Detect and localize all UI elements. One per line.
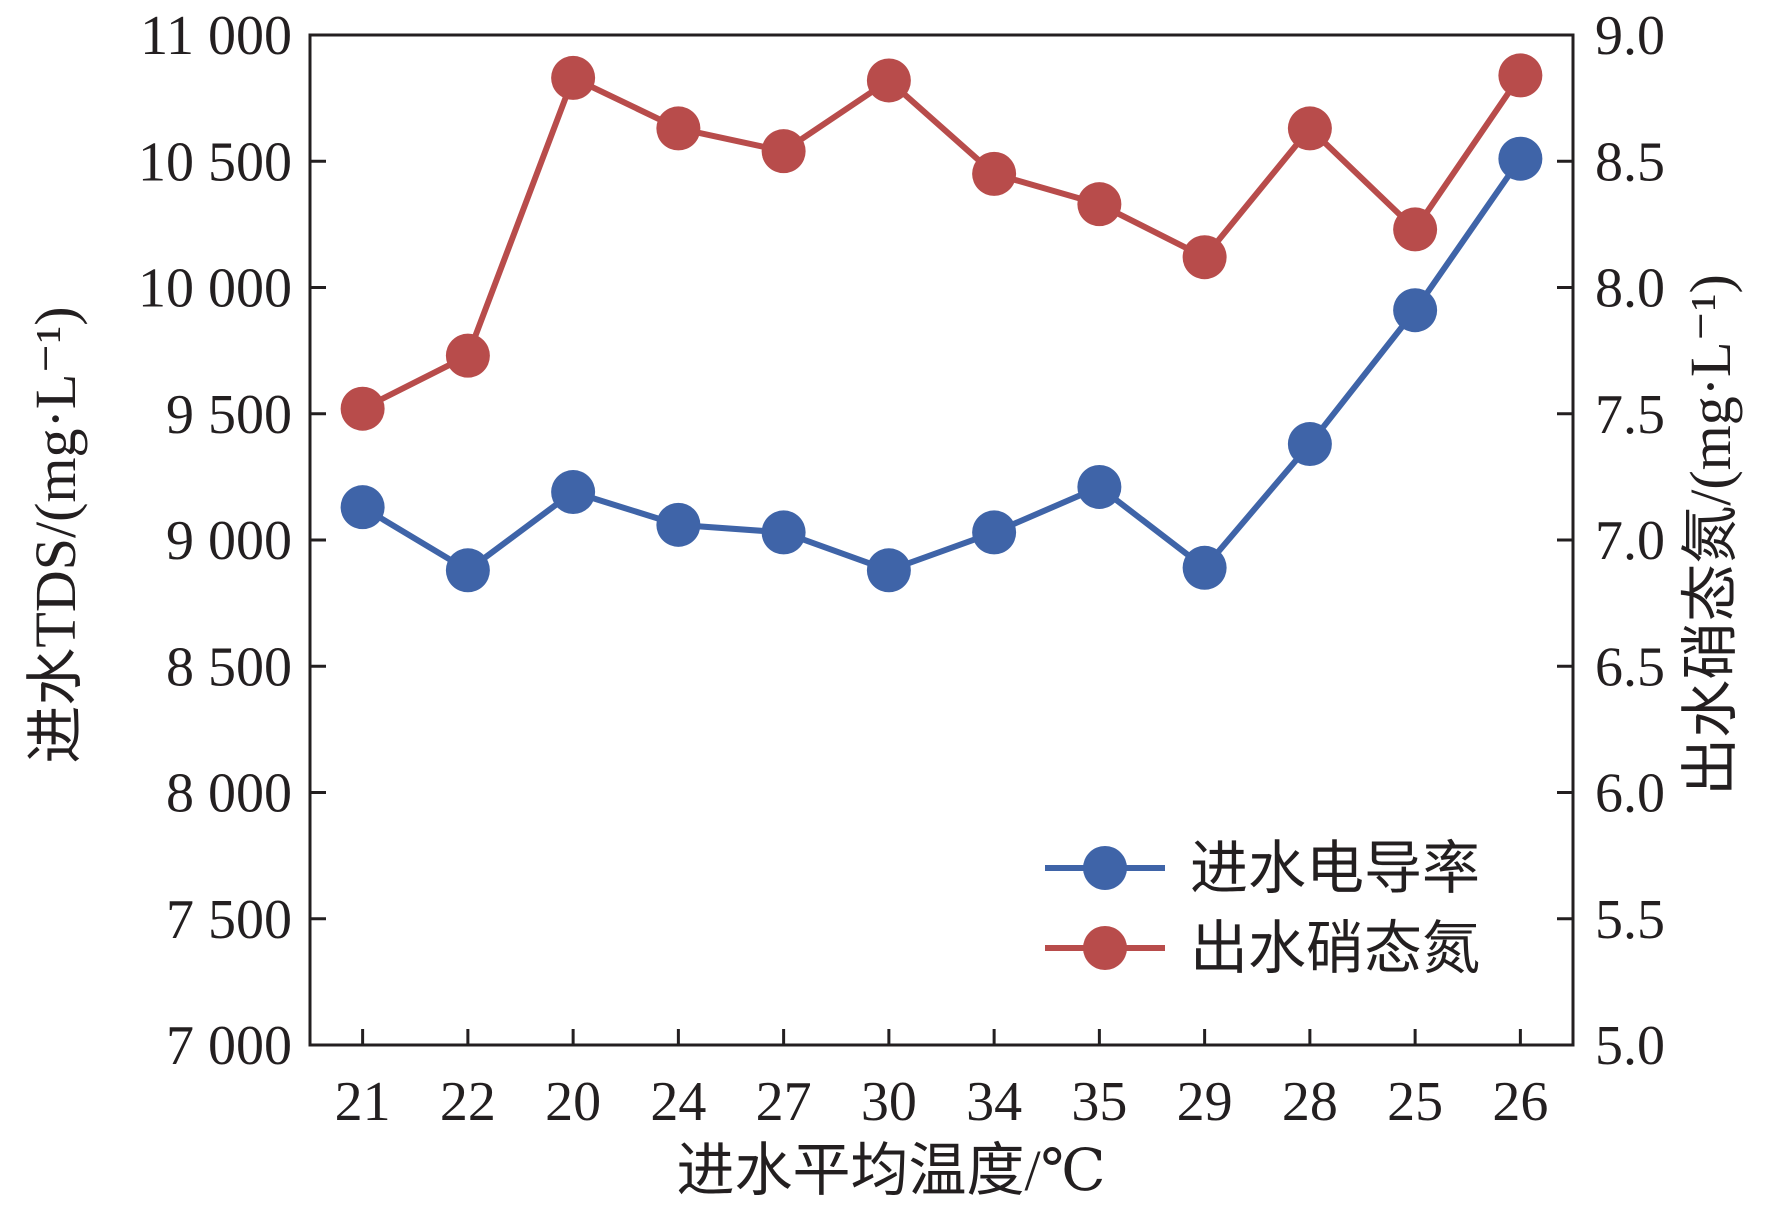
series-0-point xyxy=(761,510,806,555)
left-tick-label: 9 500 xyxy=(166,384,292,446)
right-axis-label: 出水硝态氮/(mg·L⁻¹) xyxy=(1678,274,1743,796)
right-tick-label: 8.0 xyxy=(1595,258,1665,320)
series-0-point xyxy=(1287,422,1332,467)
right-tick-label: 9.0 xyxy=(1595,5,1665,67)
left-tick-label: 11 000 xyxy=(140,5,292,67)
left-tick-label: 8 500 xyxy=(166,636,292,698)
x-tick-label: 35 xyxy=(1071,1071,1127,1133)
x-tick-label: 21 xyxy=(335,1071,391,1133)
x-tick-label: 27 xyxy=(756,1071,812,1133)
x-tick-label: 25 xyxy=(1387,1071,1443,1133)
series-1-point xyxy=(761,129,806,174)
series-1-point xyxy=(1182,235,1227,280)
series-1-point xyxy=(1077,182,1122,227)
left-tick-label: 10 500 xyxy=(138,131,292,193)
left-tick-label: 7 000 xyxy=(166,1015,292,1077)
series-0-point xyxy=(972,510,1017,555)
legend-label-conductivity: 进水电导率 xyxy=(1190,836,1480,901)
series-0-point xyxy=(1393,288,1438,333)
series-0-point xyxy=(1182,545,1227,590)
x-axis-label: 进水平均温度/℃ xyxy=(677,1138,1106,1203)
x-axis-ticks: 21 22 20 24 27 30 34 35 29 28 25 26 xyxy=(335,1029,1548,1133)
series-line-1 xyxy=(361,73,1523,412)
left-tick-label: 10 000 xyxy=(138,258,292,320)
series-1-point xyxy=(1393,207,1438,252)
right-tick-label: 7.5 xyxy=(1595,384,1665,446)
series-0-point xyxy=(551,470,596,515)
series-0-point xyxy=(445,548,490,593)
right-tick-label: 8.5 xyxy=(1595,131,1665,193)
right-tick-label: 5.0 xyxy=(1595,1015,1665,1077)
right-tick-label: 7.0 xyxy=(1595,510,1665,572)
series-1-point xyxy=(445,333,490,378)
x-tick-label: 20 xyxy=(545,1071,601,1133)
x-tick-label: 29 xyxy=(1177,1071,1233,1133)
right-axis-ticks: 5.0 5.5 6.0 6.5 7.0 7.5 8.0 8.5 9.0 xyxy=(1557,5,1665,1077)
x-tick-label: 28 xyxy=(1282,1071,1338,1133)
series-1-point xyxy=(972,151,1017,196)
x-tick-label: 24 xyxy=(650,1071,706,1133)
x-tick-label: 22 xyxy=(440,1071,496,1133)
series-0-point xyxy=(656,502,701,547)
series-line-0 xyxy=(361,157,1523,574)
series-1-point xyxy=(1287,106,1332,151)
x-tick-label: 30 xyxy=(861,1071,917,1133)
left-tick-label: 7 500 xyxy=(166,889,292,951)
right-tick-label: 6.5 xyxy=(1595,636,1665,698)
left-tick-label: 8 000 xyxy=(166,763,292,825)
series-1-point xyxy=(551,55,596,100)
series-1-point xyxy=(656,106,701,151)
x-tick-label: 26 xyxy=(1492,1071,1548,1133)
right-tick-label: 5.5 xyxy=(1595,889,1665,951)
series-0-point xyxy=(866,548,911,593)
series-0-point xyxy=(340,485,385,530)
series-1-point xyxy=(866,58,911,103)
series-1-point xyxy=(340,386,385,431)
right-tick-label: 6.0 xyxy=(1595,763,1665,825)
legend-label-nitrate: 出水硝态氮 xyxy=(1190,916,1480,981)
legend-marker-nitrate xyxy=(1083,926,1127,970)
left-axis-label: 进水TDS/(mg·L⁻¹) xyxy=(23,306,88,763)
x-tick-label: 34 xyxy=(966,1071,1022,1133)
series-layer xyxy=(340,53,1543,593)
series-0-point xyxy=(1498,136,1543,181)
left-axis-ticks: 7 000 7 500 8 000 8 500 9 000 9 500 10 000 10 5… xyxy=(138,5,326,1077)
series-0-point xyxy=(1077,464,1122,509)
legend: 进水电导率 出水硝态氮 xyxy=(1045,836,1480,981)
legend-marker-conductivity xyxy=(1083,846,1127,890)
series-1-point xyxy=(1498,53,1543,98)
left-tick-label: 9 000 xyxy=(166,510,292,572)
